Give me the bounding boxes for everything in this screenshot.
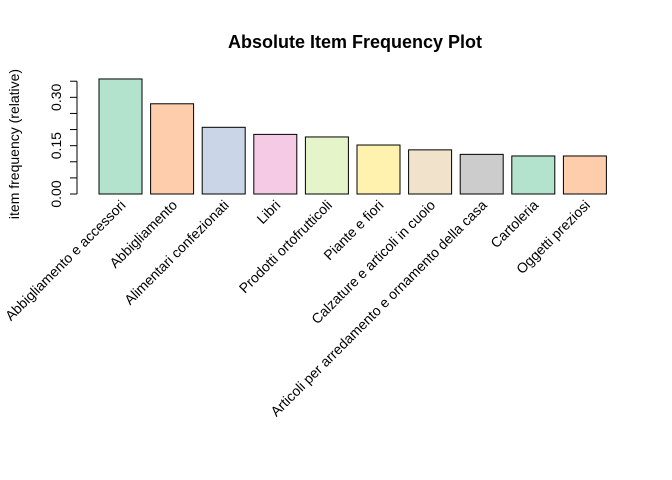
bar	[356, 144, 401, 195]
bar	[201, 126, 246, 195]
chart-title: Absolute Item Frequency Plot	[228, 32, 482, 52]
bar	[511, 155, 556, 195]
y-tick-label: 0.15	[48, 132, 64, 159]
y-axis-label: item frequency (relative)	[6, 69, 22, 219]
bar	[459, 153, 504, 195]
category-label: Alimentari confezionati	[121, 197, 232, 308]
y-tick-label: 0.30	[48, 83, 64, 110]
y-tick-label: 0.00	[48, 180, 64, 207]
category-label: Prodotti ortofrutticoli	[236, 197, 335, 296]
bars-group	[98, 78, 607, 195]
category-label: Libri	[253, 197, 283, 227]
bar	[150, 103, 195, 195]
bar	[562, 155, 607, 195]
bar	[253, 133, 298, 195]
y-axis: 0.00 0.15 0.30	[48, 80, 78, 208]
category-label: Cartoleria	[487, 197, 541, 251]
category-labels: Abbigliamento e accessoriAbbigliamentoAl…	[2, 197, 593, 420]
bar	[304, 136, 349, 195]
bar	[408, 149, 453, 195]
bar	[98, 78, 143, 195]
